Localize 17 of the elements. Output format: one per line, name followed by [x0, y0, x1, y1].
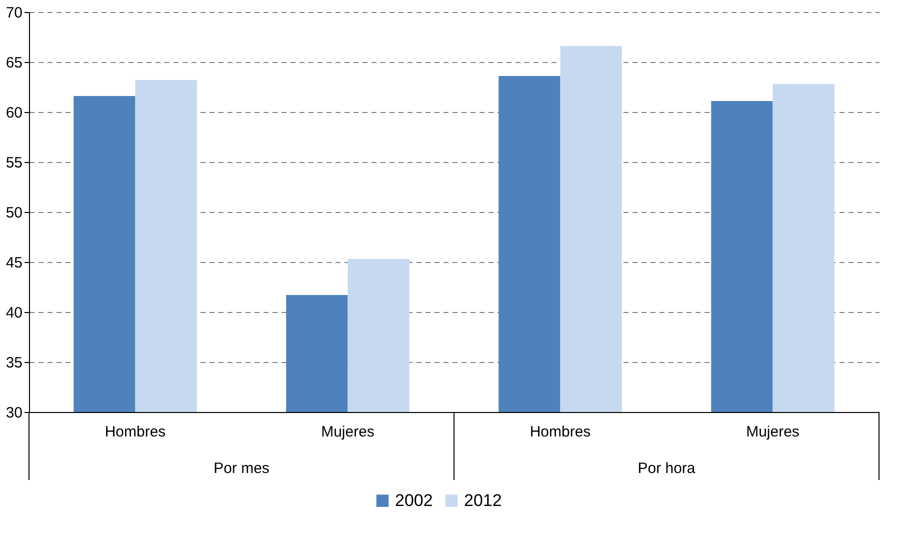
x-tick-label: Hombres — [104, 424, 166, 440]
x-tick-label: Mujeres — [746, 424, 800, 440]
y-tick-label: 65 — [6, 54, 22, 72]
text: Por mes — [214, 460, 270, 477]
y-tick-label: 60 — [6, 104, 22, 122]
y-tick-label: 45 — [6, 254, 22, 272]
y-tick-label: 30 — [6, 404, 22, 422]
y-tick-label: 70 — [6, 4, 22, 22]
x-tick-label: Mujeres — [321, 424, 374, 440]
x-tick-label: Hombres — [530, 424, 591, 440]
legend-label: 2012 — [464, 490, 502, 510]
legend-label: 2002 — [395, 490, 433, 510]
text: Por hora — [638, 460, 696, 477]
y-tick-label: 55 — [6, 154, 22, 172]
y-tick-label: 40 — [6, 304, 22, 322]
y-tick-label: 35 — [6, 354, 22, 372]
y-tick-label: 50 — [6, 204, 22, 222]
